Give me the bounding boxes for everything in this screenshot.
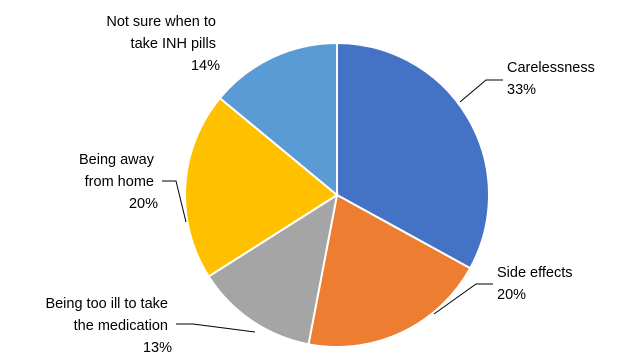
pie-slice-not-sure-when-to-take-inh-pills: [218, 41, 338, 198]
leader-line-away-from-home: [162, 180, 187, 223]
leader-line-too-ill: [176, 323, 256, 333]
leader-line-carelessness: [459, 79, 503, 103]
pie-slice-being-too-ill-to-take-the-medication: [207, 192, 339, 346]
pie-slice-carelessness: [336, 41, 490, 270]
pie-slice-being-away-from-home: [184, 96, 339, 278]
leader-lines: [162, 79, 503, 333]
slice-label-not-sure: Not sure when to take INH pills 14%: [106, 14, 220, 74]
slice-label-too-ill: Being too ill to take the medication 13%: [45, 296, 172, 354]
slice-label-away-from-home: Being away from home 20%: [79, 152, 158, 212]
pie-slice-side-effects: [307, 193, 472, 348]
slice-label-carelessness: Carelessness 33%: [507, 60, 599, 98]
leader-line-side-effects: [433, 283, 493, 315]
pie-slices: [184, 41, 490, 348]
slice-label-side-effects: Side effects 20%: [497, 265, 577, 303]
